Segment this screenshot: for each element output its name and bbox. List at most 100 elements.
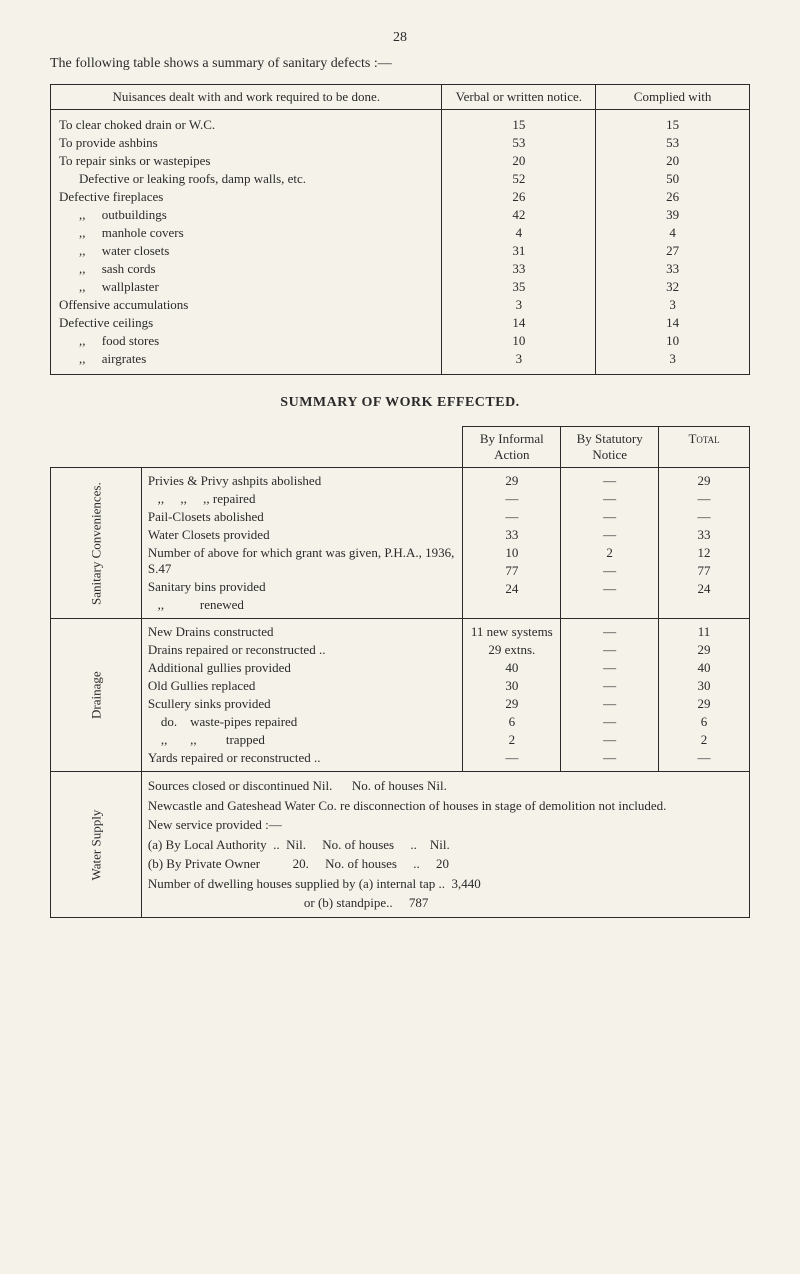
- table-row-value: 3: [450, 350, 587, 368]
- table-row-value: 4: [604, 224, 741, 242]
- table-nuisances: Nuisances dealt with and work required t…: [50, 84, 750, 375]
- table-row-value: —: [665, 749, 743, 767]
- category-cell: Sanitary Conveniences.: [51, 468, 142, 619]
- table-row-label: ,, manhole covers: [59, 224, 433, 242]
- table-row-value: 2: [665, 731, 743, 749]
- table-row-value: 29 extns.: [469, 641, 554, 659]
- table-row-value: 10: [469, 544, 554, 562]
- table-row-value: 40: [469, 659, 554, 677]
- table-row-value: —: [567, 713, 652, 731]
- table-row-label: Drains repaired or reconstructed ..: [148, 641, 457, 659]
- table-row-label: ,, renewed: [148, 596, 457, 614]
- table-row-value: —: [665, 490, 743, 508]
- table-row-value: 10: [450, 332, 587, 350]
- table-row-value: 33: [604, 260, 741, 278]
- table-row-value: —: [469, 749, 554, 767]
- table-row-value: 14: [604, 314, 741, 332]
- table-row-value: 14: [450, 314, 587, 332]
- table-row-value: 24: [665, 580, 743, 598]
- table-row-value: —: [567, 695, 652, 713]
- water-supply-narrative: Sources closed or discontinued Nil. No. …: [141, 772, 749, 918]
- table-row-value: —: [567, 580, 652, 598]
- narrative-line: Sources closed or discontinued Nil. No. …: [148, 776, 743, 796]
- t1-header-2: Verbal or written notice.: [442, 85, 596, 110]
- table-row-value: 33: [469, 526, 554, 544]
- table-row-value: 52: [450, 170, 587, 188]
- narrative-line: (b) By Private Owner 20. No. of houses .…: [148, 854, 743, 874]
- table-row-value: 2: [567, 544, 652, 562]
- table-row-label: To provide ashbins: [59, 134, 433, 152]
- table-row-value: 26: [450, 188, 587, 206]
- table-row-label: Defective fireplaces: [59, 188, 433, 206]
- table-row-value: 29: [665, 472, 743, 490]
- table-row-label: Additional gullies provided: [148, 659, 457, 677]
- table-row-value: —: [567, 641, 652, 659]
- table-row-value: 26: [604, 188, 741, 206]
- table-row-value: 12: [665, 544, 743, 562]
- table-row-value: 11: [665, 623, 743, 641]
- table-row-value: 24: [469, 580, 554, 598]
- table-row-value: 33: [450, 260, 587, 278]
- t1-header-3: Complied with: [596, 85, 750, 110]
- table-row-value: —: [567, 490, 652, 508]
- table-row-value: 29: [469, 695, 554, 713]
- section-title: SUMMARY OF WORK EFFECTED.: [50, 395, 750, 411]
- table-row-label: Defective or leaking roofs, damp walls, …: [59, 170, 433, 188]
- table-row-value: —: [469, 490, 554, 508]
- table-row-value: —: [567, 659, 652, 677]
- table-row-value: 33: [665, 526, 743, 544]
- table-row-label: Water Closets provided: [148, 526, 457, 544]
- table-row-label: Privies & Privy ashpits abolished: [148, 472, 457, 490]
- table-row-value: 42: [450, 206, 587, 224]
- category-cell: Drainage: [51, 619, 142, 772]
- table-row-label: Scullery sinks provided: [148, 695, 457, 713]
- table-row-label: ,, ,, ,, repaired: [148, 490, 457, 508]
- table-row-label: ,, airgrates: [59, 350, 433, 368]
- table-row-value: 15: [604, 116, 741, 134]
- table-row-value: 53: [604, 134, 741, 152]
- table-row-value: —: [567, 562, 652, 580]
- table-row-value: 3: [450, 296, 587, 314]
- intro-text: The following table shows a summary of s…: [50, 56, 750, 72]
- table-row-value: 6: [665, 713, 743, 731]
- table-row-value: 29: [665, 641, 743, 659]
- table-summary: By Informal Action By Statutory Notice T…: [50, 426, 750, 918]
- table-row-value: —: [567, 472, 652, 490]
- table-row-value: 20: [604, 152, 741, 170]
- table-row-label: To clear choked drain or W.C.: [59, 116, 433, 134]
- table-row-label: ,, food stores: [59, 332, 433, 350]
- table-row-value: 53: [450, 134, 587, 152]
- table-row-value: 50: [604, 170, 741, 188]
- table-row-value: —: [567, 677, 652, 695]
- table-row-label: do. waste-pipes repaired: [148, 713, 457, 731]
- t2-header-statutory: By Statutory Notice: [561, 427, 659, 468]
- table-row-label: ,, ,, trapped: [148, 731, 457, 749]
- table-row-value: 10: [604, 332, 741, 350]
- table-row-value: 2: [469, 731, 554, 749]
- table-row-value: 11 new systems: [469, 623, 554, 641]
- table-row-label: To repair sinks or wastepipes: [59, 152, 433, 170]
- table-row-value: —: [567, 623, 652, 641]
- table-row-value: 35: [450, 278, 587, 296]
- table-row-value: 27: [604, 242, 741, 260]
- table-row-label: Yards repaired or reconstructed ..: [148, 749, 457, 767]
- table-row-value: 77: [665, 562, 743, 580]
- table-row-value: 15: [450, 116, 587, 134]
- table-row-value: —: [567, 731, 652, 749]
- narrative-line: New service provided :—: [148, 815, 743, 835]
- table-row-value: 30: [665, 677, 743, 695]
- table-row-label: ,, sash cords: [59, 260, 433, 278]
- table-row-label: ,, wallplaster: [59, 278, 433, 296]
- table-row-label: Offensive accumulations: [59, 296, 433, 314]
- table-row-value: 39: [604, 206, 741, 224]
- table-row-label: Sanitary bins provided: [148, 578, 457, 596]
- table-row-value: —: [567, 526, 652, 544]
- table-row-value: 77: [469, 562, 554, 580]
- table-row-value: 3: [604, 296, 741, 314]
- table-row-value: 30: [469, 677, 554, 695]
- table-row-value: 31: [450, 242, 587, 260]
- category-cell: Water Supply: [51, 772, 142, 918]
- table-row-label: Pail-Closets abolished: [148, 508, 457, 526]
- table-row-value: 4: [450, 224, 587, 242]
- table-row-label: ,, outbuildings: [59, 206, 433, 224]
